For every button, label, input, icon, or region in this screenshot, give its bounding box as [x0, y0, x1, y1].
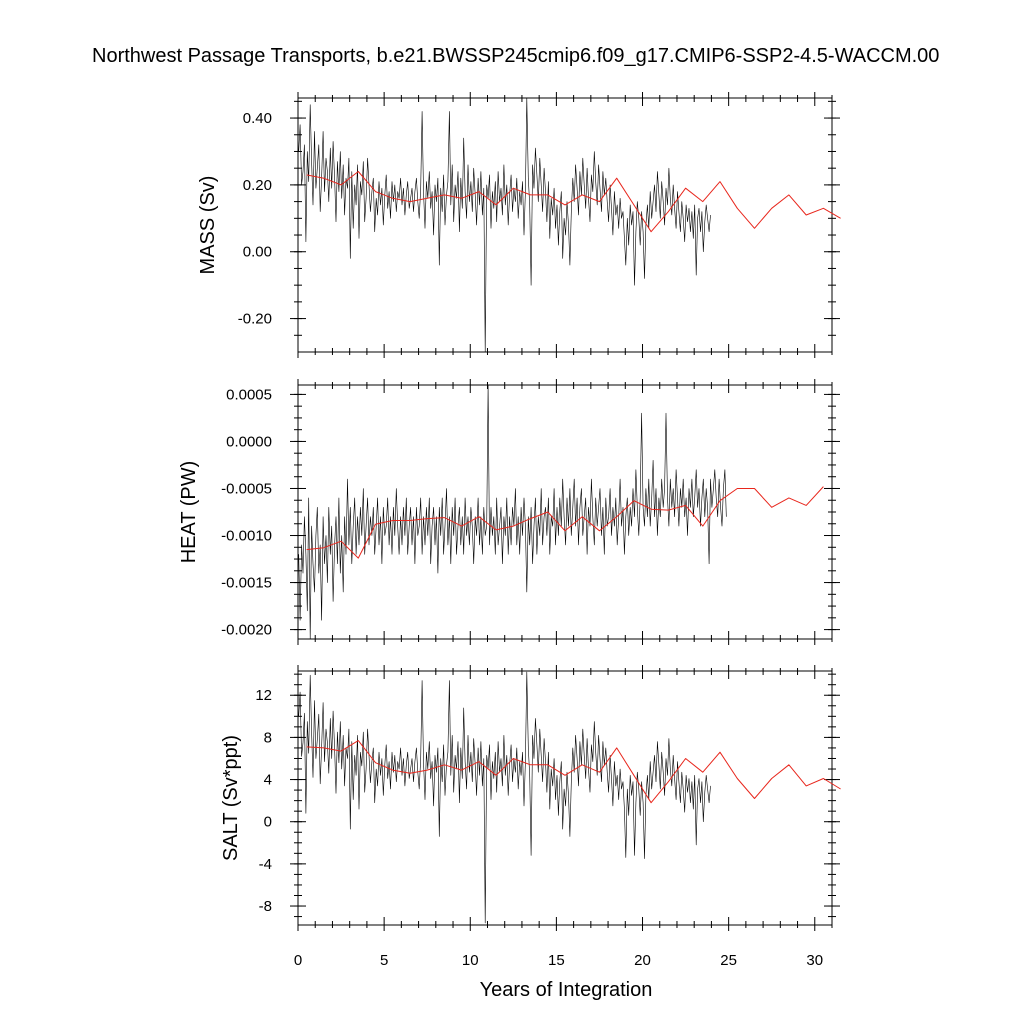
x-tick-label: 0 — [294, 952, 302, 969]
salt-panel: 12 8 4 0 -4 -8 0 5 10 15 20 25 30 SALT (Sv*ppt) Year… — [220, 665, 841, 1001]
heat-y-tick-label: -0.0015 — [221, 575, 272, 592]
heat-annual-mean-line — [306, 486, 824, 559]
salt-y-tick-label: -4 — [259, 856, 272, 873]
salt-annual-mean-line — [306, 740, 841, 804]
figure-title: Northwest Passage Transports, b.e21.BWSS… — [92, 45, 940, 67]
mass-y-tick-label: 0.00 — [243, 244, 272, 261]
salt-y-tick-label: 4 — [264, 772, 272, 789]
mass-y-axis-label: MASS (Sv) — [197, 176, 219, 275]
x-tick-label: 20 — [634, 952, 651, 969]
heat-y-tick-label: 0.0005 — [226, 386, 272, 403]
x-tick-label: 10 — [462, 952, 479, 969]
salt-y-axis-label: SALT (Sv*ppt) — [220, 735, 242, 861]
heat-y-tick-label: -0.0020 — [221, 622, 272, 639]
x-tick-label: 25 — [720, 952, 737, 969]
heat-y-axis-label: HEAT (PW) — [178, 461, 200, 564]
mass-panel: 0.40 0.20 0.00 -0.20 MASS (Sv) — [197, 92, 841, 358]
x-tick-label: 30 — [806, 952, 823, 969]
heat-y-tick-label: -0.0005 — [221, 480, 272, 497]
mass-y-tick-label: -0.20 — [238, 311, 272, 328]
heat-panel: 0.0005 0.0000 -0.0005 -0.0010 -0.0015 -0.0020… — [178, 379, 840, 645]
heat-monthly-line — [298, 384, 727, 640]
salt-y-tick-label: 0 — [264, 814, 272, 831]
salt-plot-frame — [297, 670, 833, 926]
salt-monthly-line — [298, 671, 711, 924]
salt-y-tick-label: -8 — [259, 898, 272, 915]
heat-y-tick-label: 0.0000 — [226, 433, 272, 450]
mass-plot-frame — [297, 97, 833, 353]
mass-monthly-line — [298, 97, 711, 353]
salt-ticks: 12 8 4 0 -4 -8 0 5 10 15 20 25 30 — [255, 665, 840, 969]
x-tick-label: 5 — [380, 952, 388, 969]
heat-y-tick-label: -0.0010 — [221, 528, 272, 545]
x-axis-label: Years of Integration — [480, 979, 653, 1001]
mass-y-tick-label: 0.20 — [243, 177, 272, 194]
salt-y-tick-label: 12 — [255, 687, 272, 704]
mass-ticks: 0.40 0.20 0.00 -0.20 — [238, 92, 840, 358]
x-tick-label: 15 — [548, 952, 565, 969]
mass-y-tick-label: 0.40 — [243, 110, 272, 127]
heat-ticks: 0.0005 0.0000 -0.0005 -0.0010 -0.0015 -0.0020 — [221, 379, 840, 645]
mass-annual-mean-line — [306, 171, 841, 233]
salt-y-tick-label: 8 — [264, 729, 272, 746]
